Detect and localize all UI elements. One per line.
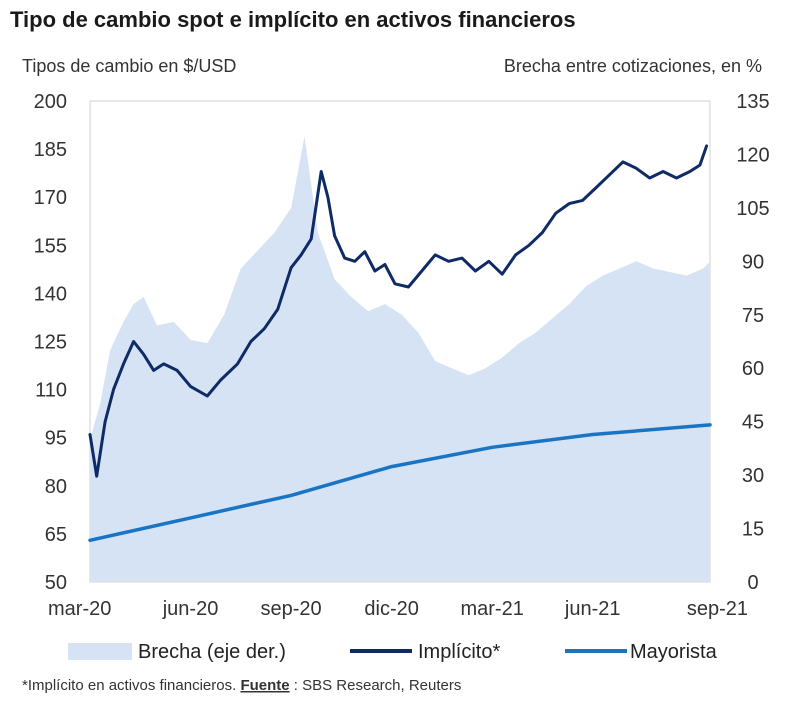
right-tick-label: 105 xyxy=(736,198,769,220)
left-tick-label: 95 xyxy=(45,428,67,450)
left-tick-label: 200 xyxy=(34,91,67,113)
legend-label-brecha: Brecha (eje der.) xyxy=(138,641,286,663)
brecha-area-layer xyxy=(90,136,710,582)
legend: Brecha (eje der.) Implícito* Mayorista xyxy=(68,641,718,663)
x-tick-label: jun-21 xyxy=(564,598,621,620)
x-tick-label: mar-21 xyxy=(460,598,523,620)
series-area-brecha xyxy=(90,136,710,582)
x-tick-label: jun-20 xyxy=(162,598,219,620)
left-tick-label: 65 xyxy=(45,524,67,546)
left-tick-label: 155 xyxy=(34,235,67,257)
series-line-implicito xyxy=(88,144,709,478)
left-axis-title: Tipos de cambio en $/USD xyxy=(22,56,236,76)
footnote-note: *Implícito en activos financieros. xyxy=(22,677,236,694)
x-tick-label: sep-20 xyxy=(261,598,322,620)
left-tick-label: 170 xyxy=(34,187,67,209)
right-tick-label: 120 xyxy=(736,144,769,166)
x-tick-label: mar-20 xyxy=(48,598,111,620)
legend-label-implicito: Implícito* xyxy=(418,641,500,663)
footnote-source-text: SBS Research, Reuters xyxy=(302,677,461,694)
series-line-mayorista xyxy=(88,423,712,543)
right-tick-label: 0 xyxy=(747,572,758,594)
right-tick-label: 15 xyxy=(742,519,764,541)
legend-swatch-brecha xyxy=(68,643,132,660)
right-tick-label: 90 xyxy=(742,251,764,273)
footnote-source-label: Fuente xyxy=(240,677,289,694)
right-tick-label: 75 xyxy=(742,305,764,327)
right-tick-label: 60 xyxy=(742,358,764,380)
left-tick-label: 110 xyxy=(35,380,67,402)
right-tick-label: 45 xyxy=(742,412,764,434)
right-tick-label: 30 xyxy=(742,465,764,487)
x-tick-label: sep-21 xyxy=(687,598,748,620)
line-layer xyxy=(88,144,712,543)
left-tick-label: 185 xyxy=(34,139,67,161)
right-axis-ticks: 135 120 105 90 75 60 45 30 15 0 xyxy=(736,91,769,594)
footnote: *Implícito en activos financieros. Fuent… xyxy=(22,677,461,694)
left-tick-label: 50 xyxy=(45,572,67,594)
left-tick-label: 140 xyxy=(34,283,67,305)
right-axis-title: Brecha entre cotizaciones, en % xyxy=(504,56,762,76)
x-tick-label: dic-20 xyxy=(364,598,418,620)
left-tick-label: 80 xyxy=(45,476,67,498)
chart-title: Tipo de cambio spot e implícito en activ… xyxy=(10,7,576,32)
legend-label-mayorista: Mayorista xyxy=(630,641,718,663)
left-tick-label: 125 xyxy=(34,332,67,354)
right-tick-label: 135 xyxy=(736,91,769,113)
left-axis-ticks: 200 185 170 155 140 125 110 95 80 65 50 xyxy=(34,91,67,594)
x-axis-ticks: mar-20 jun-20 sep-20 dic-20 mar-21 jun-21 sep-… xyxy=(48,598,748,620)
